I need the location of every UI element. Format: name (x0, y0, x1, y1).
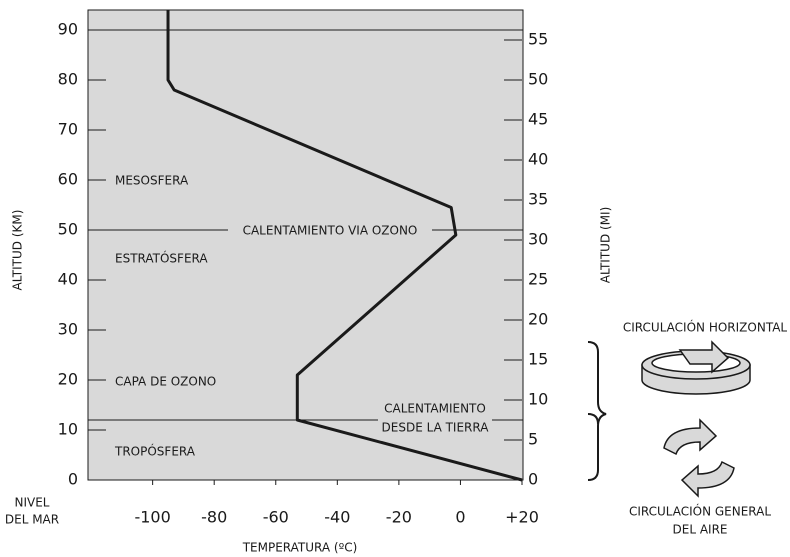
chart: MESOSFERA CALENTAMIENTO VIA OZONO ESTRAT… (0, 0, 790, 557)
y2-tick-label: 40 (528, 150, 548, 169)
y2-tick-label: 15 (528, 350, 548, 369)
y2-tick-label: 25 (528, 270, 548, 289)
x-tick-label: +20 (505, 508, 539, 527)
y-tick-label: 40 (58, 270, 78, 289)
y2-tick-label: 45 (528, 110, 548, 129)
brace (588, 414, 598, 424)
y2-tick-label: 5 (528, 430, 538, 449)
annotation: CAPA DE OZONO (115, 375, 216, 389)
annotation: DESDE LA TIERRA (382, 421, 490, 435)
brace (588, 342, 606, 480)
y-tick-label: 10 (58, 420, 78, 439)
annotation: TROPÓSFERA (114, 444, 196, 459)
y-tick-label: 30 (58, 320, 78, 339)
annotation: MESOSFERA (115, 174, 189, 188)
annotation: CIRCULACIÓN HORIZONTAL (623, 320, 788, 335)
y2-axis-label: ALTITUD (MI) (599, 207, 613, 284)
x-tick-label: -40 (324, 508, 350, 527)
annotation: ESTRATÓSFERA (115, 251, 208, 266)
y-tick-label: 80 (58, 70, 78, 89)
y-tick-label: 20 (58, 370, 78, 389)
y2-tick-label: 10 (528, 390, 548, 409)
annotation: CALENTAMIENTO VIA OZONO (243, 224, 418, 238)
general-circulation-icon (664, 420, 734, 496)
y2-tick-label: 55 (528, 30, 548, 49)
y-tick-label: 70 (58, 120, 78, 139)
y2-tick-label: 30 (528, 230, 548, 249)
x-tick-label: -20 (386, 508, 412, 527)
y-tick-label: 90 (58, 20, 78, 39)
y2-tick-label: 0 (528, 470, 538, 489)
y-axis-label: ALTITUD (KM) (11, 210, 25, 291)
x-tick-label: -60 (263, 508, 289, 527)
x-tick-label: 0 (455, 508, 465, 527)
annotation: DEL MAR (5, 513, 59, 527)
y2-tick-label: 20 (528, 310, 548, 329)
x-tick-label: -100 (134, 508, 170, 527)
x-tick-label: -80 (201, 508, 227, 527)
annotation: NIVEL (15, 496, 50, 510)
y2-tick-label: 35 (528, 190, 548, 209)
y-tick-label: 50 (58, 220, 78, 239)
y2-tick-label: 50 (528, 70, 548, 89)
x-axis-label: TEMPERATURA (ºC) (242, 541, 358, 555)
y-tick-label: 60 (58, 170, 78, 189)
annotation: CIRCULACIÓN GENERAL (629, 504, 771, 519)
horizontal-circulation-icon (642, 342, 750, 394)
annotation: DEL AIRE (673, 523, 728, 537)
annotation: CALENTAMIENTO (384, 402, 486, 416)
y-tick-label: 0 (68, 470, 78, 489)
